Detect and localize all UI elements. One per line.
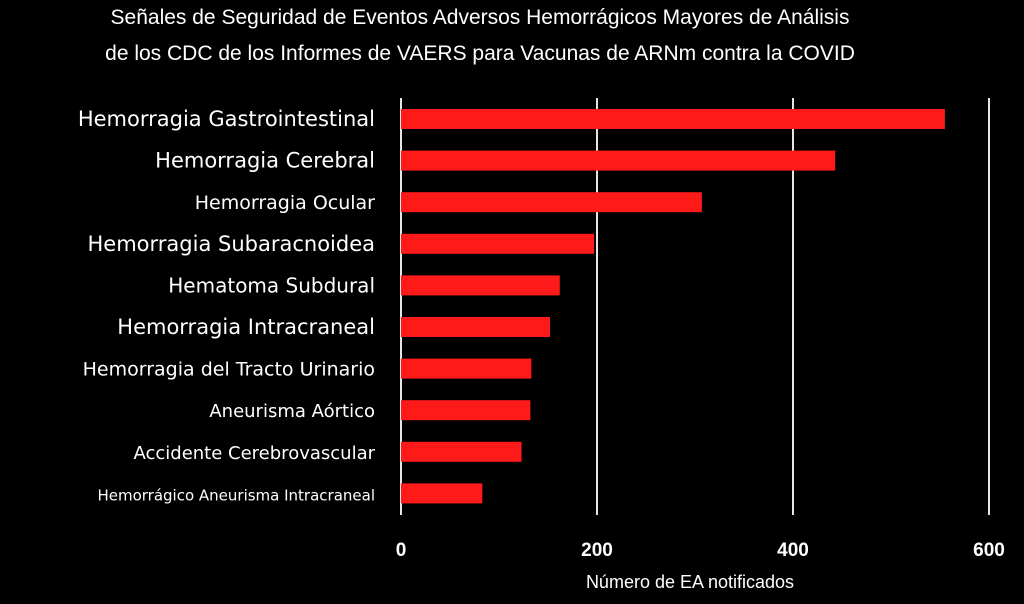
bar (401, 192, 702, 213)
category-label: Aneurisma Aórtico (209, 401, 375, 422)
bar (401, 275, 560, 296)
category-label: Hemorragia Subaracnoidea (88, 232, 376, 256)
bar (401, 109, 945, 129)
category-labels: Hemorragia Gastrointestinal Hemorragia Ce… (78, 107, 376, 504)
bar (401, 150, 836, 171)
x-axis-label: Número de EA notificados (586, 572, 794, 592)
bar (401, 358, 532, 379)
category-label: Hemorrágico Aneurisma Intracraneal (97, 486, 375, 504)
bars (401, 109, 945, 504)
category-label: Hemorragia Ocular (195, 192, 375, 214)
category-label: Hemorragia Cerebral (155, 149, 375, 173)
category-label: Hemorragia Intracraneal (117, 315, 375, 339)
bar (401, 483, 483, 504)
x-tick-labels: 0 200 400 600 (396, 540, 1005, 561)
bar (401, 441, 522, 462)
category-label: Accidente Cerebrovascular (133, 443, 375, 464)
category-label: Hemorragia Gastrointestinal (78, 107, 375, 131)
bar (401, 400, 531, 421)
chart-title-line-1: Señales de Seguridad de Eventos Adversos… (110, 6, 850, 29)
x-tick-label: 200 (581, 540, 613, 561)
x-tick-label: 0 (396, 540, 407, 561)
bar (401, 233, 595, 254)
category-label: Hematoma Subdural (168, 273, 375, 297)
category-label: Hemorragia del Tracto Urinario (83, 359, 375, 381)
chart-title-line-2: de los CDC de los Informes de VAERS para… (105, 42, 855, 65)
bar (401, 317, 550, 337)
x-tick-label: 600 (973, 540, 1005, 561)
x-tick-label: 400 (777, 540, 809, 561)
